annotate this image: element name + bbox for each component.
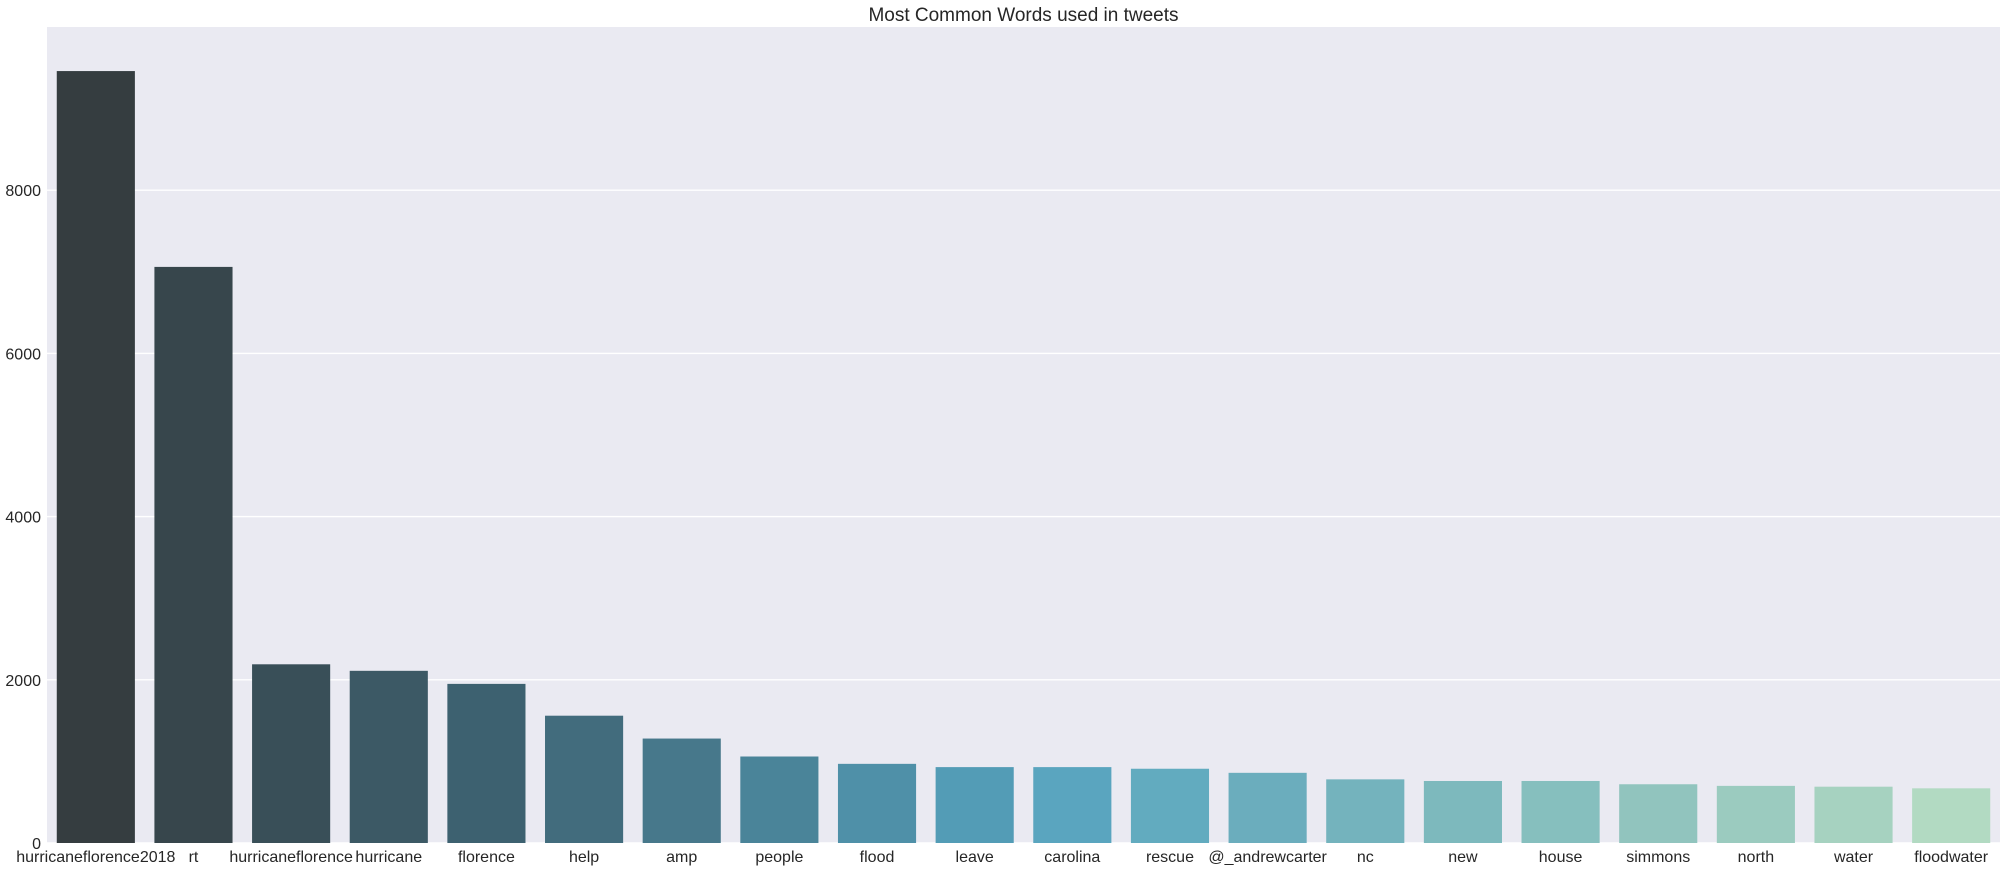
x-tick-label: amp	[666, 849, 697, 866]
y-tick-label: 8000	[5, 183, 41, 200]
y-tick-label: 0	[32, 836, 41, 853]
y-tick-label: 4000	[5, 510, 41, 527]
x-axis-ticks: hurricaneflorence2018 rt hurricaneflorence…	[16, 849, 1989, 866]
x-tick-label: people	[755, 849, 803, 866]
x-tick-label: water	[1833, 849, 1874, 866]
bar-water	[1814, 786, 1893, 843]
x-tick-label: carolina	[1044, 849, 1100, 866]
x-tick-label: simmons	[1626, 849, 1690, 866]
x-tick-label: house	[1539, 849, 1583, 866]
x-tick-label: hurricaneflorence2018	[16, 849, 175, 866]
bar-help	[545, 715, 624, 843]
bar-rescue	[1130, 768, 1210, 843]
x-tick-label: new	[1448, 849, 1478, 866]
x-tick-label: @_andrewcarter	[1208, 849, 1327, 866]
x-tick-label: rescue	[1146, 849, 1194, 866]
bar-rt	[154, 266, 233, 843]
bar-hurricaneflorence	[252, 664, 331, 843]
bar-hurricaneflorence2018	[56, 71, 135, 843]
x-tick-label: floodwater	[1914, 849, 1988, 866]
x-tick-label: florence	[458, 849, 515, 866]
x-tick-label: hurricaneflorence	[229, 849, 353, 866]
chart-title: Most Common Words used in tweets	[868, 5, 1178, 26]
bar-andrewcarter	[1228, 772, 1307, 843]
bar-nc	[1326, 779, 1405, 843]
bar-house	[1521, 780, 1600, 843]
x-tick-label: hurricane	[355, 849, 422, 866]
plot-background	[47, 27, 2000, 843]
x-tick-label: north	[1738, 849, 1774, 866]
x-tick-label: nc	[1357, 849, 1374, 866]
x-tick-label: leave	[956, 849, 994, 866]
bar-floodwater	[1912, 788, 1991, 843]
x-tick-label: help	[569, 849, 599, 866]
bar-north	[1716, 785, 1795, 843]
bar-florence	[447, 683, 526, 843]
bar-people	[740, 756, 819, 843]
bar-flood	[837, 763, 917, 843]
x-tick-label: flood	[860, 849, 895, 866]
y-tick-label: 2000	[5, 673, 41, 690]
x-tick-label: rt	[189, 849, 199, 866]
bar-simmons	[1619, 784, 1698, 843]
bar-hurricane	[349, 670, 428, 843]
bar-carolina	[1033, 767, 1112, 843]
bar-leave	[935, 767, 1014, 843]
y-tick-label: 6000	[5, 346, 41, 363]
bar-new	[1423, 780, 1502, 843]
y-axis-ticks: 0 2000 4000 6000 8000	[5, 183, 41, 853]
bars	[56, 71, 1991, 843]
bar-amp	[642, 738, 721, 843]
